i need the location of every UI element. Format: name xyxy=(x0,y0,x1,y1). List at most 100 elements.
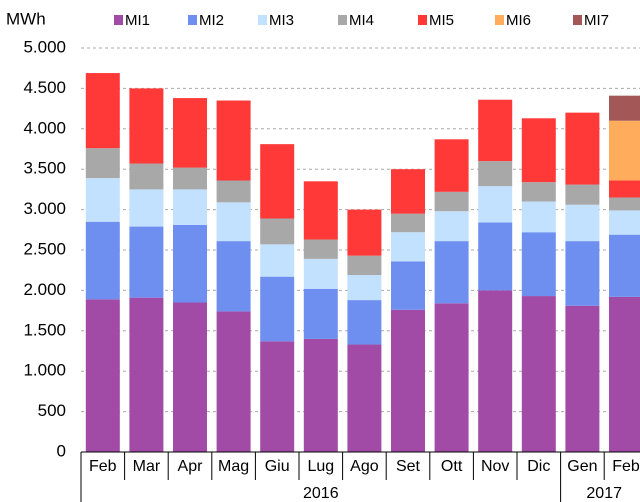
x-tick-label: Giu xyxy=(265,458,290,475)
bar-segment xyxy=(173,98,207,168)
y-tick-label: 5.000 xyxy=(23,37,66,56)
bar-segment xyxy=(478,222,513,291)
bar-segment xyxy=(260,144,295,219)
bar-segment xyxy=(216,180,251,203)
x-tick-label: Set xyxy=(396,458,421,475)
bar-segment xyxy=(478,99,513,162)
bar-segment xyxy=(347,209,382,256)
bar-segment xyxy=(216,241,251,312)
x-tick-label: Feb xyxy=(89,458,117,475)
bar-segment xyxy=(478,161,513,187)
bar-segment xyxy=(391,213,425,233)
bar-segment xyxy=(303,288,338,339)
bar-segment xyxy=(129,297,164,452)
x-tick-label: Lug xyxy=(307,458,334,475)
legend-label: MI3 xyxy=(269,12,294,29)
x-tick-label: Apr xyxy=(178,458,204,475)
bar-segment xyxy=(347,275,382,301)
y-tick-label: 1.000 xyxy=(23,361,66,380)
bar-segment xyxy=(609,234,640,297)
x-tick-label: Nov xyxy=(481,458,509,475)
legend-swatch xyxy=(495,15,504,25)
y-tick-label: 500 xyxy=(38,401,66,420)
bar-segment xyxy=(478,290,513,452)
legend-label: MI2 xyxy=(199,12,224,29)
y-tick-label: 2.500 xyxy=(23,239,66,258)
bar-segment xyxy=(216,100,251,181)
bar-segment xyxy=(347,300,382,345)
bar-segment xyxy=(260,276,295,342)
bar-segment xyxy=(521,296,556,452)
bar-segment xyxy=(521,201,556,233)
bar-segment xyxy=(609,197,640,211)
bar-segment xyxy=(565,112,600,185)
bar-segment xyxy=(391,309,425,452)
bar-segment xyxy=(521,118,556,183)
bar-segment xyxy=(303,258,338,289)
bar-segment xyxy=(260,244,295,277)
bar-segment xyxy=(565,184,600,205)
bar-segment xyxy=(434,241,469,304)
bar-segment xyxy=(303,239,338,259)
bar-segment xyxy=(609,95,640,121)
legend-label: MI5 xyxy=(429,12,454,29)
bar-segment xyxy=(391,261,425,310)
bar-segment xyxy=(129,88,164,164)
legend-label: MI7 xyxy=(584,12,609,29)
legend-label: MI1 xyxy=(125,12,150,29)
y-tick-label: 3.500 xyxy=(23,159,66,178)
bar-segment xyxy=(173,224,207,303)
bar-segment xyxy=(609,296,640,452)
bar-segment xyxy=(85,73,120,149)
bar-segment xyxy=(85,148,120,179)
bar-segment xyxy=(521,232,556,297)
group-label: 2017 xyxy=(586,485,622,502)
legend-label: MI4 xyxy=(349,12,374,29)
y-tick-label: 3.000 xyxy=(23,199,66,218)
y-tick-label: 4.500 xyxy=(23,78,66,97)
y-axis-label: MWh xyxy=(6,9,46,28)
legend-swatch xyxy=(573,15,582,25)
x-tick-label: Mag xyxy=(218,458,249,475)
bar-segment xyxy=(173,167,207,190)
x-tick-label: Gen xyxy=(567,458,597,475)
bar-segment xyxy=(173,302,207,452)
legend-swatch xyxy=(418,15,427,25)
x-tick-label: Dic xyxy=(527,458,550,475)
bar-segment xyxy=(434,303,469,452)
y-tick-label: 0 xyxy=(57,441,66,460)
legend-swatch xyxy=(188,15,197,25)
bar-segment xyxy=(565,241,600,306)
bar-segment xyxy=(478,186,513,223)
bar-segment xyxy=(129,163,164,190)
bar-segment xyxy=(303,338,338,452)
bar-segment xyxy=(260,341,295,452)
bar-segment xyxy=(391,169,425,214)
bar-segment xyxy=(85,221,120,300)
bar-segment xyxy=(434,139,469,192)
legend-swatch xyxy=(338,15,347,25)
bar-segment xyxy=(609,210,640,235)
x-tick-label: Mar xyxy=(133,458,161,475)
bar-segment xyxy=(565,204,600,242)
bar-segment xyxy=(216,202,251,242)
bar-segment xyxy=(347,255,382,276)
legend-swatch xyxy=(258,15,267,25)
bar-segment xyxy=(347,344,382,452)
bar-segment xyxy=(609,180,640,198)
legend-swatch xyxy=(114,15,123,25)
bar-segment xyxy=(434,211,469,242)
bar-segment xyxy=(391,232,425,262)
bar-segment xyxy=(303,181,338,240)
x-tick-label: Feb xyxy=(612,458,640,475)
bar-segment xyxy=(434,191,469,212)
group-label: 2016 xyxy=(303,485,339,502)
bar-segment xyxy=(173,189,207,225)
y-tick-label: 2.000 xyxy=(23,280,66,299)
bar-segment xyxy=(521,182,556,202)
bar-segment xyxy=(129,226,164,298)
bar-segment xyxy=(85,299,120,452)
bar-segment xyxy=(216,311,251,452)
x-tick-label: Ott xyxy=(441,458,463,475)
y-tick-label: 4.000 xyxy=(23,118,66,137)
